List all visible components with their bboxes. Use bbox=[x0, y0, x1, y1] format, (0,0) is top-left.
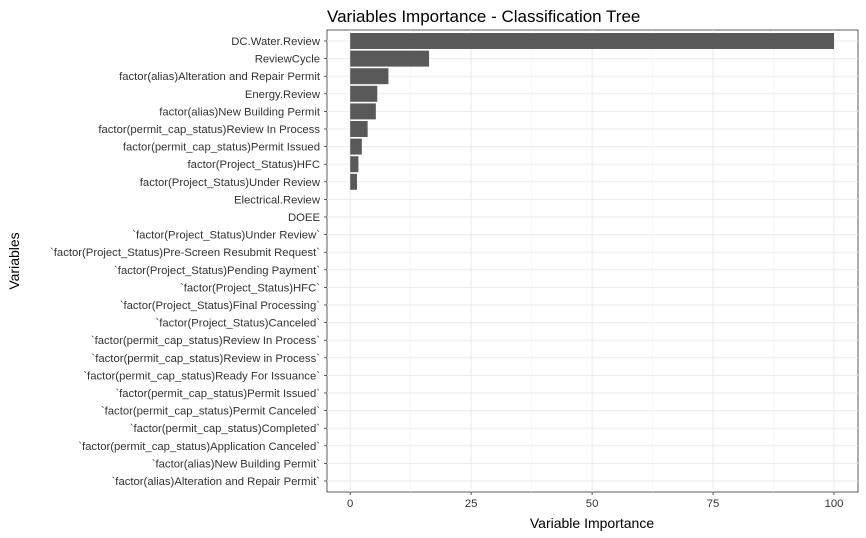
y-tick-label: `factor(Project_Status)Pre-Screen Resubm… bbox=[50, 247, 320, 259]
y-tick-label: factor(Project_Status)HFC bbox=[188, 159, 320, 171]
bar bbox=[350, 103, 376, 120]
x-tick-label: 100 bbox=[825, 498, 844, 510]
y-tick-label: ReviewCycle bbox=[255, 54, 320, 66]
y-tick-label: `factor(permit_cap_status)Application Ca… bbox=[78, 441, 320, 453]
y-tick-label: `factor(Project_Status)Final Processing` bbox=[120, 300, 320, 312]
y-tick-label: `factor(Project_Status)Under Review` bbox=[132, 230, 320, 242]
y-tick-label: Electrical.Review bbox=[234, 194, 321, 206]
bar bbox=[350, 68, 389, 85]
y-tick-labels: DC.Water.Review ReviewCycle factor(alias)A… bbox=[50, 36, 327, 488]
y-tick-label: `factor(permit_cap_status)Review In Proc… bbox=[91, 335, 320, 347]
y-tick-label: factor(permit_cap_status)Review In Proce… bbox=[98, 124, 320, 136]
x-tick-label: 50 bbox=[586, 498, 599, 510]
y-tick-label: `factor(permit_cap_status)Permit Cancele… bbox=[101, 406, 320, 418]
y-tick-label: `factor(alias)New Building Permit` bbox=[152, 458, 320, 470]
y-tick-label: `factor(Project_Status)Pending Payment` bbox=[114, 265, 320, 277]
x-tick-label: 25 bbox=[465, 498, 478, 510]
bar bbox=[350, 121, 368, 137]
y-tick-label: factor(permit_cap_status)Permit Issued bbox=[123, 142, 320, 154]
y-tick-label: `factor(permit_cap_status)Review in Proc… bbox=[91, 353, 320, 365]
bar bbox=[350, 85, 378, 102]
x-tick-label: 75 bbox=[707, 498, 720, 510]
y-tick-label: `factor(Project_Status)Canceled` bbox=[156, 318, 321, 330]
y-tick-label: factor(alias)Alteration and Repair Permi… bbox=[119, 71, 321, 83]
bar bbox=[350, 33, 834, 49]
y-tick-label: `factor(permit_cap_status)Completed` bbox=[130, 423, 320, 435]
bar bbox=[350, 138, 362, 155]
y-tick-label: DOEE bbox=[288, 212, 320, 224]
chart-title: Variables Importance - Classification Tr… bbox=[327, 7, 640, 26]
y-tick-label: `factor(alias)Alteration and Repair Perm… bbox=[112, 476, 320, 488]
bar bbox=[350, 50, 430, 67]
bars bbox=[350, 33, 834, 190]
y-axis-title: Variables bbox=[6, 232, 22, 289]
x-axis-title: Variable Importance bbox=[530, 515, 654, 531]
x-tick-labels: 0 25 50 75 100 bbox=[347, 492, 843, 510]
y-tick-label: factor(Project_Status)Under Review bbox=[140, 177, 321, 189]
y-tick-label: Energy.Review bbox=[245, 89, 321, 101]
y-tick-label: factor(alias)New Building Permit bbox=[159, 106, 321, 118]
y-tick-label: `factor(Project_Status)HFC` bbox=[180, 282, 320, 294]
x-tick-label: 0 bbox=[347, 498, 353, 510]
y-tick-label: `factor(permit_cap_status)Ready For Issu… bbox=[83, 370, 320, 382]
y-tick-label: `factor(permit_cap_status)Permit Issued` bbox=[115, 388, 320, 400]
y-tick-label: DC.Water.Review bbox=[231, 36, 321, 48]
bar bbox=[350, 173, 357, 190]
bar bbox=[350, 156, 359, 173]
